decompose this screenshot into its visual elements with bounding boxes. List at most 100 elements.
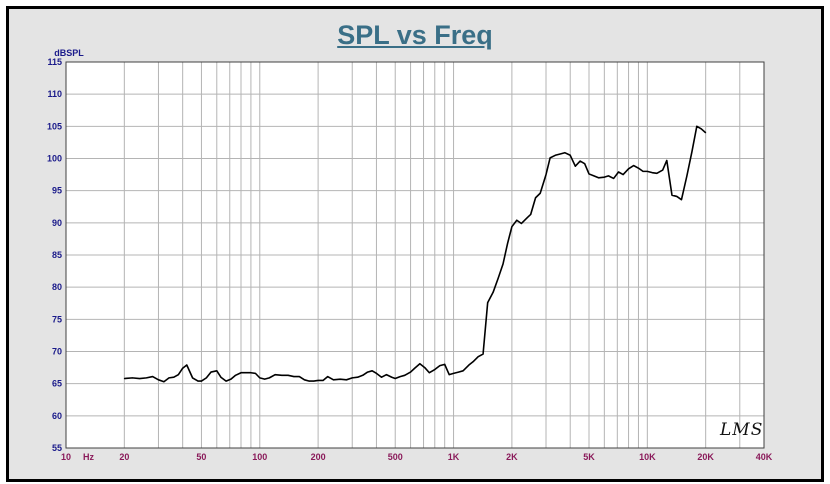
data-point [168,377,170,379]
data-point [539,192,541,194]
data-point [549,157,551,159]
data-point [404,374,406,376]
data-point [444,363,446,365]
x-tick-label: 1K [448,452,460,462]
data-point [200,380,202,382]
data-point [345,379,347,381]
y-tick-label: 60 [52,411,62,421]
plot-border [65,61,765,449]
data-point [453,372,455,374]
data-point [385,374,387,376]
data-point [686,175,688,177]
data-point [177,374,179,376]
data-point [254,372,256,374]
y-tick-label: 110 [47,89,62,99]
x-tick-label: 20K [697,452,714,462]
chart-title: SPL vs Freq [337,20,493,50]
data-point [268,377,270,379]
data-point [163,381,165,383]
data-point [520,222,522,224]
data-point [205,377,207,379]
y-tick-label: 115 [47,57,62,67]
x-tick-label: 2K [506,452,518,462]
data-point [622,174,624,176]
x-tick-label: 5K [583,452,595,462]
y-tick-label: 90 [52,218,62,228]
x-tick-label: 200 [311,452,326,462]
data-point [357,376,359,378]
data-point [593,175,595,177]
data-point [691,150,693,152]
data-point [230,378,232,380]
data-point [564,152,566,154]
data-point [428,372,430,374]
x-tick-label: 100 [252,452,267,462]
data-point [497,277,499,279]
x-tick-label: 10 [61,452,71,462]
data-point [633,165,635,167]
y-tick-label: 75 [52,314,62,324]
data-point [186,364,188,366]
data-point [700,128,702,130]
data-point [139,378,141,380]
data-point [424,367,426,369]
data-point [391,376,393,378]
data-point [680,199,682,201]
y-tick-label: 55 [52,443,62,453]
data-point [210,371,212,373]
y-tick-label: 65 [52,379,62,389]
data-point [250,372,252,374]
data-point [298,376,300,378]
data-point [351,377,353,379]
data-point [448,374,450,376]
data-point [419,363,421,365]
data-point [472,361,474,363]
y-tick-label: 105 [47,121,62,131]
data-point [588,173,590,175]
data-point [197,380,199,382]
data-point [123,378,125,380]
data-point [145,377,147,379]
data-point [618,171,620,173]
data-point [598,177,600,179]
data-point [375,372,377,374]
data-point [656,172,658,174]
data-point [327,376,329,378]
x-tick-label: 40K [756,452,773,462]
data-point [381,376,383,378]
data-point [637,167,639,169]
data-point [662,169,664,171]
data-point [313,380,315,382]
data-point [579,160,581,162]
y-tick-label: 80 [52,282,62,292]
data-point [439,365,441,367]
data-point [332,379,334,381]
x-tick-label: 20 [119,452,129,462]
data-point [293,376,295,378]
data-point [220,376,222,378]
y-tick-label: 100 [47,154,62,164]
data-point [367,371,369,373]
data-point [526,217,528,219]
x-tick-label: 50 [196,452,206,462]
data-point [457,371,459,373]
data-point [287,374,289,376]
x-tick-label: 10K [639,452,656,462]
data-point [462,370,464,372]
data-point [671,194,673,196]
data-point [535,197,537,199]
data-point [414,367,416,369]
data-point [502,263,504,265]
y-axis-label: dBSPL [54,48,84,58]
data-point [574,165,576,167]
data-point [182,367,184,369]
lms-logo: LMS [720,420,764,440]
data-point [705,132,707,134]
data-point [676,195,678,197]
data-point [131,377,133,379]
data-point [477,356,479,358]
data-point [371,370,373,372]
data-point [696,125,698,127]
data-point [530,213,532,215]
